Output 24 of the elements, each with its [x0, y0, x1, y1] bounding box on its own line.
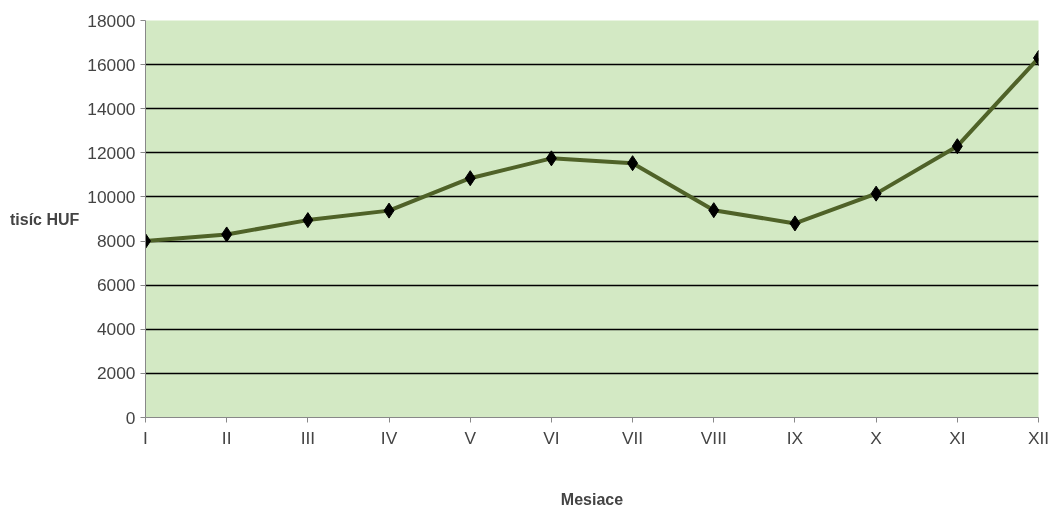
y-tick-label: 0 — [125, 407, 136, 428]
y-tick-label: 12000 — [87, 142, 136, 163]
y-tick-label: 2000 — [96, 363, 136, 384]
x-tick-label: XII — [1027, 427, 1050, 448]
x-tick-label: IX — [786, 427, 804, 448]
x-tick-label: XI — [949, 427, 966, 448]
y-tick-label: 16000 — [87, 54, 136, 75]
x-tick-label: II — [221, 427, 232, 448]
y-axis-title: tisíc HUF — [9, 210, 80, 228]
x-tick-label: VIII — [700, 427, 727, 448]
y-tick-label: 8000 — [96, 231, 136, 252]
x-tick-label: IV — [380, 427, 398, 448]
y-tick-label: 10000 — [87, 186, 136, 207]
x-tick-label: VII — [622, 427, 644, 448]
y-tick-label: 6000 — [96, 275, 136, 296]
x-axis-title: Mesiace — [560, 490, 624, 508]
y-tick-label: 18000 — [87, 10, 136, 31]
x-tick-label: VI — [543, 427, 560, 448]
x-tick-label: V — [464, 427, 477, 448]
x-tick-label: X — [870, 427, 883, 448]
x-tick-label: III — [300, 427, 316, 448]
y-tick-label: 14000 — [87, 98, 136, 119]
x-tick-label: I — [143, 427, 148, 448]
y-tick-label: 4000 — [96, 319, 136, 340]
